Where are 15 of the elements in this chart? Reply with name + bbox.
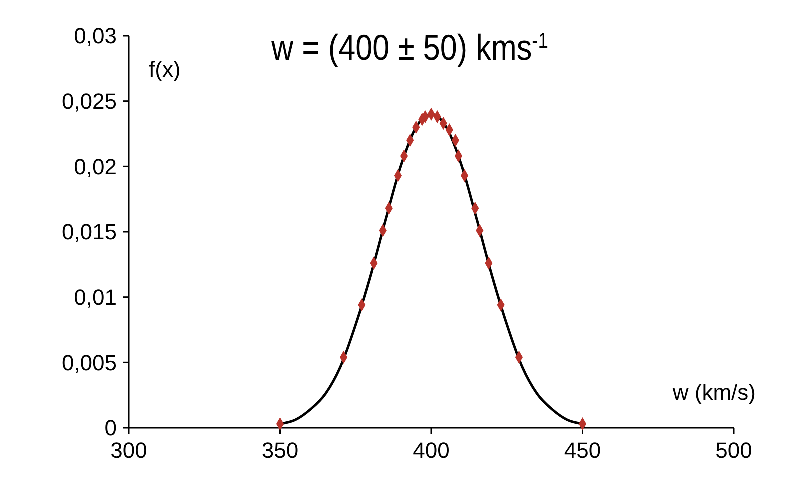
x-tick-label: 350 bbox=[262, 438, 299, 463]
x-tick-label: 400 bbox=[413, 438, 450, 463]
chart-title: w = (400 ± 50) kms$^{-1}$ bbox=[270, 28, 549, 69]
x-tick-label: 450 bbox=[564, 438, 602, 463]
y-tick-label: 0,02 bbox=[74, 154, 117, 180]
y-tick-label: 0,03 bbox=[74, 24, 117, 49]
y-tick-label: 0 bbox=[104, 416, 117, 441]
y-axis-title: f(x) bbox=[149, 57, 181, 82]
y-tick-label: 0,005 bbox=[62, 350, 117, 376]
y-tick-label: 0,01 bbox=[74, 285, 117, 310]
x-tick-label: 500 bbox=[716, 438, 752, 463]
x-tick-label: 300 bbox=[110, 438, 148, 463]
y-tick-label: 0,015 bbox=[62, 220, 117, 245]
y-tick-label: 0,025 bbox=[62, 89, 117, 114]
x-axis-title: w (km/s) bbox=[672, 380, 756, 405]
